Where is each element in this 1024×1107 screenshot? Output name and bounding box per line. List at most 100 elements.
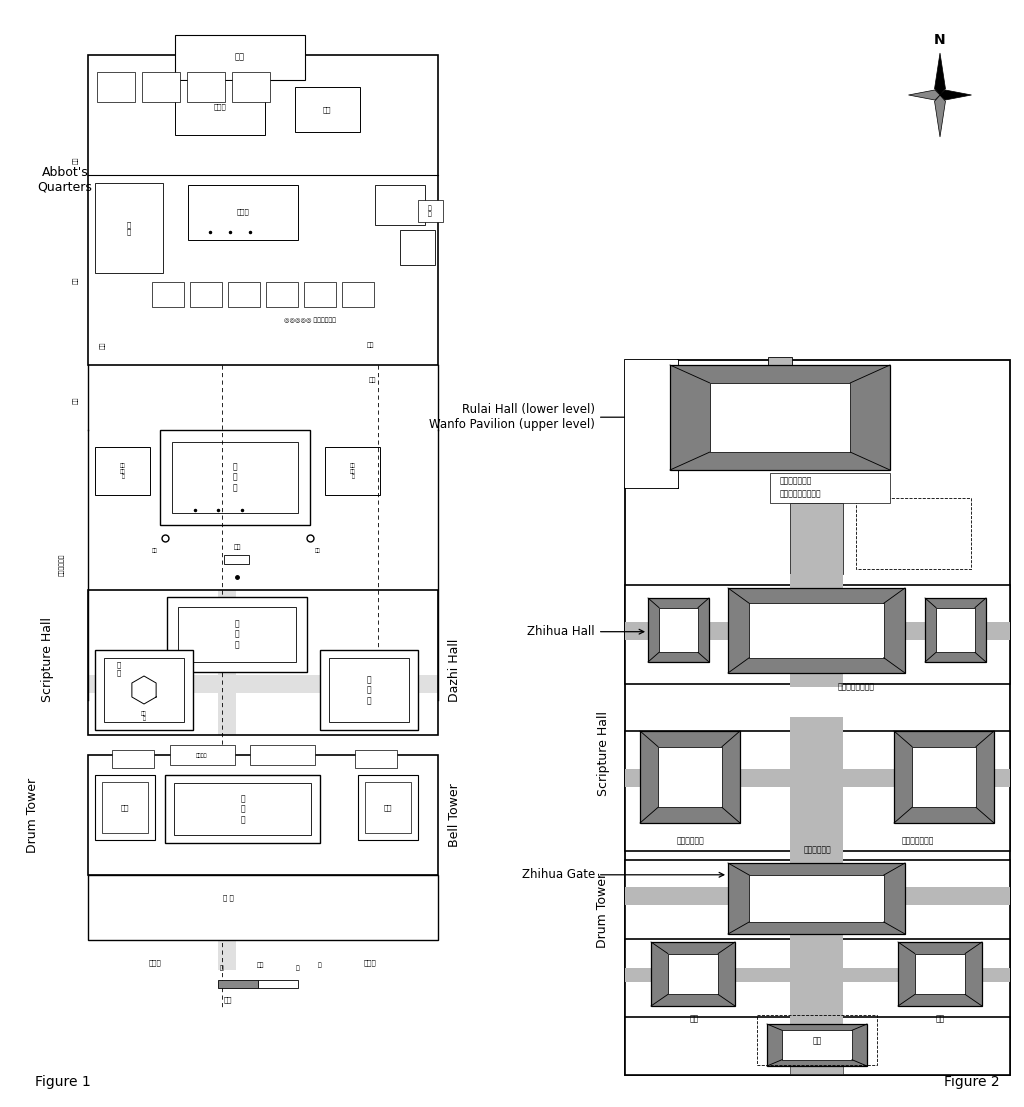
Bar xyxy=(625,622,1010,640)
Bar xyxy=(102,782,148,832)
Text: Dazhi Hall: Dazhi Hall xyxy=(449,639,462,702)
Text: 智
化
殿: 智 化 殿 xyxy=(234,619,240,649)
Text: Figure 1: Figure 1 xyxy=(35,1075,91,1089)
Bar xyxy=(790,939,843,1038)
Bar xyxy=(375,185,425,225)
Text: 山门: 山门 xyxy=(256,962,264,968)
Bar xyxy=(170,745,234,765)
Bar xyxy=(790,1059,843,1074)
Bar xyxy=(152,282,184,307)
Text: 大
智
殿: 大 智 殿 xyxy=(367,675,372,705)
Text: 钟楼: 钟楼 xyxy=(936,1014,945,1024)
Bar xyxy=(174,783,311,835)
Bar xyxy=(95,447,150,495)
Bar xyxy=(112,751,154,768)
Bar xyxy=(728,588,905,673)
Text: 如
金
殿: 如 金 殿 xyxy=(232,462,238,492)
Text: 东到门: 东到门 xyxy=(364,960,377,966)
Bar xyxy=(670,365,890,470)
Bar xyxy=(659,608,698,652)
Text: 门道值房: 门道值房 xyxy=(197,753,208,757)
Polygon shape xyxy=(908,90,940,100)
Bar xyxy=(925,598,986,662)
Bar xyxy=(188,878,268,918)
Bar xyxy=(770,473,890,503)
Text: 经藏
轮: 经藏 轮 xyxy=(141,711,146,722)
Text: 万佛阁：三身佛: 万佛阁：三身佛 xyxy=(780,476,812,486)
Bar xyxy=(648,598,709,662)
Bar xyxy=(188,185,298,240)
Bar xyxy=(167,597,307,672)
Bar xyxy=(651,942,735,1006)
Text: 小
门: 小 门 xyxy=(428,205,432,217)
Polygon shape xyxy=(935,53,945,95)
Bar xyxy=(790,860,843,959)
Bar xyxy=(668,953,718,994)
Bar xyxy=(790,575,843,687)
Text: 藏殿：毗卢佛: 藏殿：毗卢佛 xyxy=(677,837,705,846)
Text: 米: 米 xyxy=(296,965,300,971)
Text: 掖壁: 掖壁 xyxy=(73,277,79,283)
Bar xyxy=(240,920,268,937)
Bar xyxy=(894,731,994,823)
Text: 掖壁: 掖壁 xyxy=(100,341,105,349)
Bar xyxy=(358,775,418,840)
Bar xyxy=(196,884,260,912)
Bar xyxy=(88,875,438,940)
Bar xyxy=(625,939,1010,1038)
Text: 半亩（耕？）: 半亩（耕？） xyxy=(59,554,65,577)
Bar xyxy=(418,200,443,223)
Bar xyxy=(97,72,135,102)
Bar xyxy=(266,282,298,307)
Bar xyxy=(104,658,184,722)
Text: Abbot's
Quarters: Abbot's Quarters xyxy=(38,166,92,194)
Text: N: N xyxy=(934,33,946,46)
Bar xyxy=(757,1015,877,1065)
Bar xyxy=(95,775,155,840)
Text: 大悲堂: 大悲堂 xyxy=(237,209,250,215)
Text: 智
化
门: 智 化 门 xyxy=(241,794,246,824)
Bar xyxy=(88,55,438,365)
Bar xyxy=(914,953,966,994)
Bar xyxy=(88,590,438,735)
Bar xyxy=(190,282,222,307)
Bar xyxy=(768,356,792,369)
Bar xyxy=(258,980,298,989)
Bar xyxy=(304,282,336,307)
Bar xyxy=(193,920,220,937)
Bar xyxy=(342,282,374,307)
Bar xyxy=(175,80,265,135)
Bar xyxy=(710,383,850,452)
Text: 棟: 棟 xyxy=(220,965,224,971)
Bar xyxy=(95,183,163,273)
Text: Scripture Hall: Scripture Hall xyxy=(597,711,609,796)
Text: 智化殿：横三世佛: 智化殿：横三世佛 xyxy=(838,683,874,692)
Bar xyxy=(218,980,258,989)
Text: 照壁: 照壁 xyxy=(369,377,376,383)
Text: 照壁: 照壁 xyxy=(224,996,232,1003)
Bar xyxy=(856,498,971,569)
Text: 莱苑: 莱苑 xyxy=(234,52,245,62)
Text: 藏
殿: 藏 殿 xyxy=(117,662,121,676)
Bar xyxy=(218,590,236,735)
Text: 西到门: 西到门 xyxy=(148,960,162,966)
Bar xyxy=(625,731,1010,851)
Bar xyxy=(329,658,409,722)
Bar xyxy=(88,800,438,818)
Text: 钟楼: 钟楼 xyxy=(384,805,392,811)
Bar xyxy=(912,746,976,807)
Bar xyxy=(295,87,360,132)
Bar xyxy=(224,555,249,563)
Bar xyxy=(160,430,310,525)
Bar xyxy=(88,755,438,875)
Text: Zhihua Hall: Zhihua Hall xyxy=(527,625,644,639)
Text: 古槐: 古槐 xyxy=(315,548,321,554)
Text: 智化门：弥勒: 智化门：弥勒 xyxy=(804,846,831,855)
Bar xyxy=(936,608,975,652)
Text: Rulai Hall (lower level)
Wanfo Pavilion (upper level): Rulai Hall (lower level) Wanfo Pavilion … xyxy=(429,403,671,432)
Bar xyxy=(232,72,270,102)
Bar xyxy=(325,447,380,495)
Polygon shape xyxy=(935,95,945,137)
Bar xyxy=(95,650,193,730)
Bar xyxy=(625,360,1010,1075)
